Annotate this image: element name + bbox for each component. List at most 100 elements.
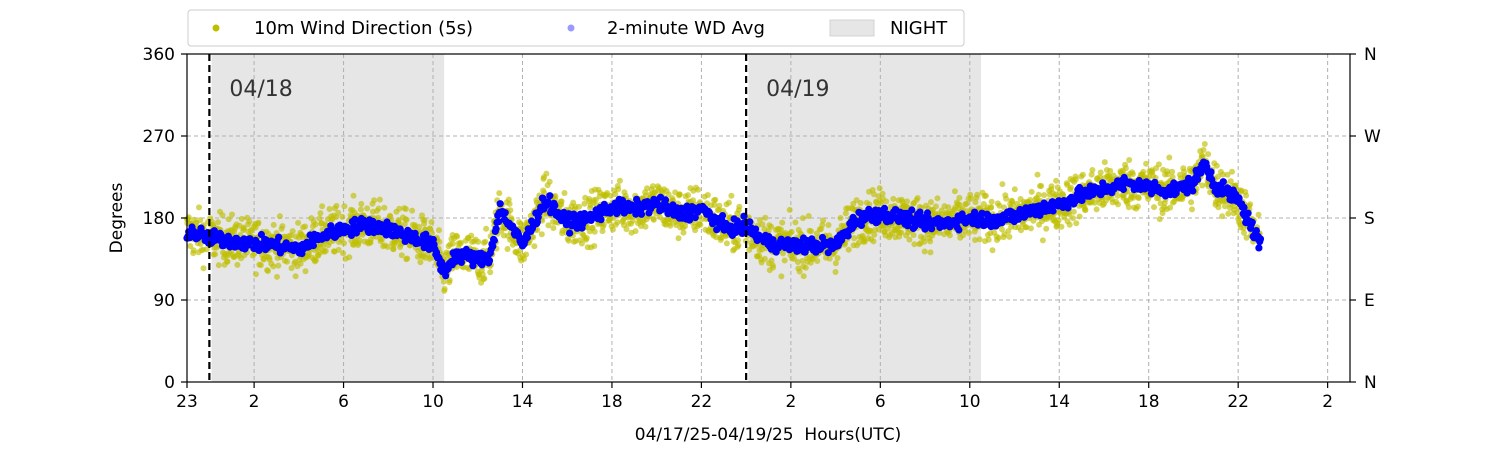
x-tick-label: 10 xyxy=(959,392,981,412)
wind-direction-point xyxy=(384,243,391,250)
wind-direction-point xyxy=(778,273,785,280)
wind-direction-point xyxy=(340,250,347,257)
wind-direction-point xyxy=(558,198,565,205)
wind-direction-point xyxy=(742,237,749,244)
wind-direction-point xyxy=(591,243,598,249)
wind-direction-point xyxy=(1001,204,1007,211)
wd-avg-point xyxy=(908,206,916,214)
wind-direction-point xyxy=(346,254,353,261)
wind-direction-point xyxy=(274,273,280,280)
wind-direction-point xyxy=(629,217,636,224)
wind-direction-point xyxy=(270,263,277,270)
wind-direction-point xyxy=(826,232,833,239)
x-tick-label: 22 xyxy=(1227,392,1249,412)
wind-direction-point xyxy=(898,229,905,236)
wind-direction-point xyxy=(951,188,958,195)
wind-direction-point xyxy=(371,197,378,204)
wind-direction-point xyxy=(883,198,890,205)
wind-direction-point xyxy=(856,239,862,246)
wind-direction-point xyxy=(543,170,550,177)
wind-direction-point xyxy=(826,255,833,262)
wind-direction-point xyxy=(541,189,548,196)
wind-direction-point xyxy=(379,236,385,243)
wind-direction-point xyxy=(270,221,277,228)
wind-direction-point xyxy=(1169,168,1176,175)
wind-direction-point xyxy=(295,219,302,226)
wind-direction-point xyxy=(450,240,456,247)
wind-direction-point xyxy=(788,228,795,235)
wind-direction-point xyxy=(350,192,357,199)
wind-direction-point xyxy=(390,246,397,253)
wd-avg-point xyxy=(691,214,699,222)
wd-avg-point xyxy=(551,201,559,209)
wind-direction-point xyxy=(1035,191,1042,198)
wd-avg-point xyxy=(1256,235,1265,243)
wind-direction-point xyxy=(632,228,639,235)
wind-direction-point xyxy=(507,207,514,214)
wd-avg-point xyxy=(661,196,670,204)
wind-direction-point xyxy=(316,215,323,222)
wind-direction-point xyxy=(396,205,403,212)
wind-direction-point xyxy=(545,222,552,229)
wind-direction-point xyxy=(934,195,941,202)
wind-direction-point xyxy=(1167,204,1174,211)
wind-direction-point xyxy=(972,237,979,243)
wd-avg-point xyxy=(955,226,963,234)
wd-avg-point xyxy=(309,242,317,250)
wind-direction-point xyxy=(1159,210,1166,217)
wind-direction-point xyxy=(1076,213,1083,220)
wind-direction-point xyxy=(375,214,382,221)
wind-direction-point xyxy=(506,200,513,207)
wind-direction-point xyxy=(614,219,621,226)
wind-direction-point xyxy=(1009,201,1016,208)
wind-direction-point xyxy=(735,237,741,244)
day-marker-label: 04/18 xyxy=(229,77,292,102)
wind-direction-point xyxy=(644,185,651,192)
wind-direction-point xyxy=(1224,171,1231,178)
wd-avg-point xyxy=(210,227,218,235)
wind-direction-point xyxy=(197,217,204,224)
wind-direction-point xyxy=(1048,183,1055,190)
wind-direction-point xyxy=(870,238,877,245)
wind-direction-point xyxy=(914,195,921,201)
wd-avg-point xyxy=(746,218,754,226)
right-tick-label: N xyxy=(1364,45,1377,65)
wd-avg-point xyxy=(916,208,924,216)
wind-direction-point xyxy=(1072,176,1079,183)
wind-direction-point xyxy=(1018,227,1024,234)
wind-direction-point xyxy=(616,177,623,184)
wind-direction-point xyxy=(1219,213,1226,220)
day-marker-label: 04/19 xyxy=(766,77,829,102)
legend: 10m Wind Direction (5s) 2-minute WD Avg … xyxy=(187,9,965,47)
wind-direction-point xyxy=(1199,153,1206,160)
wind-direction-point xyxy=(576,203,582,210)
x-axis: 23 2 6 10 14 18 22 2 6 10 14 18 22 2 xyxy=(176,382,1333,412)
wind-direction-point xyxy=(867,227,874,234)
wind-direction-point xyxy=(845,246,852,253)
wind-direction-point xyxy=(808,228,815,235)
wind-direction-point xyxy=(229,211,235,218)
wind-direction-point xyxy=(665,191,672,198)
wind-direction-point xyxy=(1082,207,1089,214)
wind-direction-point xyxy=(762,214,769,221)
wind-direction-point xyxy=(481,275,488,282)
wind-direction-point xyxy=(436,227,442,234)
wind-direction-point xyxy=(879,190,886,197)
wind-direction-point xyxy=(1070,215,1076,222)
wind-direction-point xyxy=(1156,216,1163,223)
wind-direction-point xyxy=(401,221,408,228)
wind-direction-point xyxy=(1229,168,1235,175)
wind-direction-point xyxy=(317,210,324,217)
wind-direction-point xyxy=(1241,229,1247,236)
wind-direction-point xyxy=(454,233,461,240)
wd-avg-point xyxy=(1151,178,1159,186)
legend-marker-wd-avg xyxy=(567,24,575,32)
wind-direction-point xyxy=(851,235,858,242)
wind-direction-point xyxy=(312,257,319,264)
wind-direction-point xyxy=(1114,192,1121,199)
wd-avg-point xyxy=(1049,207,1057,215)
wind-direction-point xyxy=(761,255,768,262)
wind-direction-point xyxy=(1066,211,1073,218)
wind-direction-point xyxy=(1199,182,1206,189)
